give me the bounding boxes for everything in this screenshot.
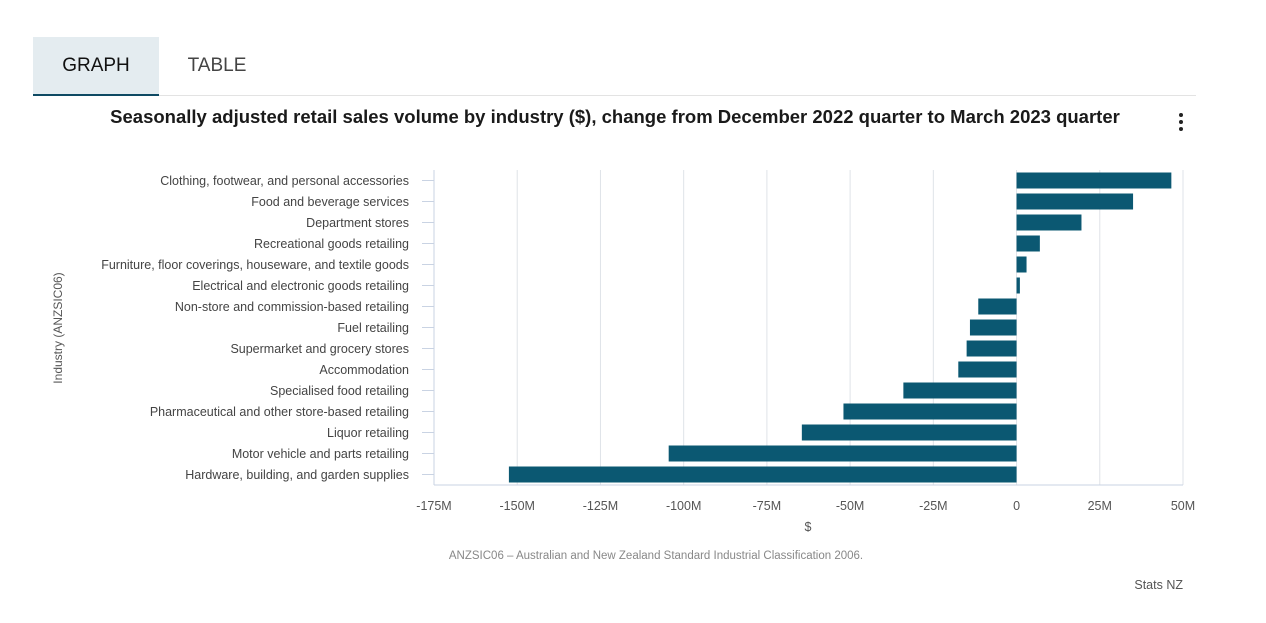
x-tick-label: 50M: [1171, 499, 1195, 513]
category-label: Specialised food retailing: [270, 384, 409, 398]
chart-title: Seasonally adjusted retail sales volume …: [110, 106, 1120, 127]
more-vertical-icon[interactable]: [1170, 110, 1192, 138]
x-tick-label: -100M: [666, 499, 701, 513]
x-tick-label: -175M: [416, 499, 451, 513]
bar[interactable]: [966, 340, 1017, 357]
bar[interactable]: [801, 424, 1017, 441]
category-label: Pharmaceutical and other store-based ret…: [150, 405, 409, 419]
x-tick-label: 25M: [1088, 499, 1112, 513]
x-tick-label: -125M: [583, 499, 618, 513]
bar[interactable]: [508, 466, 1017, 483]
category-label: Hardware, building, and garden supplies: [185, 468, 409, 482]
category-label: Fuel retailing: [337, 321, 409, 335]
category-label: Department stores: [306, 216, 409, 230]
bar[interactable]: [978, 298, 1017, 315]
category-label: Supermarket and grocery stores: [230, 342, 409, 356]
category-label: Motor vehicle and parts retailing: [232, 447, 409, 461]
x-tick-label: -25M: [919, 499, 947, 513]
bar[interactable]: [903, 382, 1017, 399]
category-label: Recreational goods retailing: [254, 237, 409, 251]
bar[interactable]: [1016, 256, 1027, 273]
category-label: Clothing, footwear, and personal accesso…: [160, 174, 409, 188]
bar[interactable]: [1016, 172, 1172, 189]
bar[interactable]: [1016, 277, 1020, 294]
tab-table[interactable]: TABLE: [187, 55, 247, 76]
x-tick-label: -50M: [836, 499, 864, 513]
footnote: ANZSIC06 – Australian and New Zealand St…: [448, 550, 864, 562]
bar[interactable]: [969, 319, 1017, 336]
x-tick-label: 0: [1013, 499, 1020, 513]
bar[interactable]: [1016, 193, 1134, 210]
category-label: Liquor retailing: [327, 426, 409, 440]
category-label: Accommodation: [319, 363, 409, 377]
x-tick-label: -150M: [500, 499, 535, 513]
bar[interactable]: [843, 403, 1017, 420]
x-axis-title: $: [805, 520, 812, 534]
category-label: Furniture, floor coverings, houseware, a…: [101, 258, 409, 272]
bar[interactable]: [958, 361, 1017, 378]
category-label: Food and beverage services: [251, 195, 409, 209]
tab-graph[interactable]: GRAPH: [33, 37, 159, 96]
category-label: Electrical and electronic goods retailin…: [192, 279, 409, 293]
y-axis-title: Industry (ANZSIC06): [51, 272, 65, 383]
bar[interactable]: [1016, 235, 1040, 252]
bar[interactable]: [668, 445, 1017, 462]
category-label: Non-store and commission-based retailing: [175, 300, 409, 314]
source-credit: Stats NZ: [1134, 578, 1183, 592]
bar[interactable]: [1016, 214, 1082, 231]
x-tick-label: -75M: [753, 499, 781, 513]
tab-bar: GRAPH TABLE: [33, 37, 1196, 96]
